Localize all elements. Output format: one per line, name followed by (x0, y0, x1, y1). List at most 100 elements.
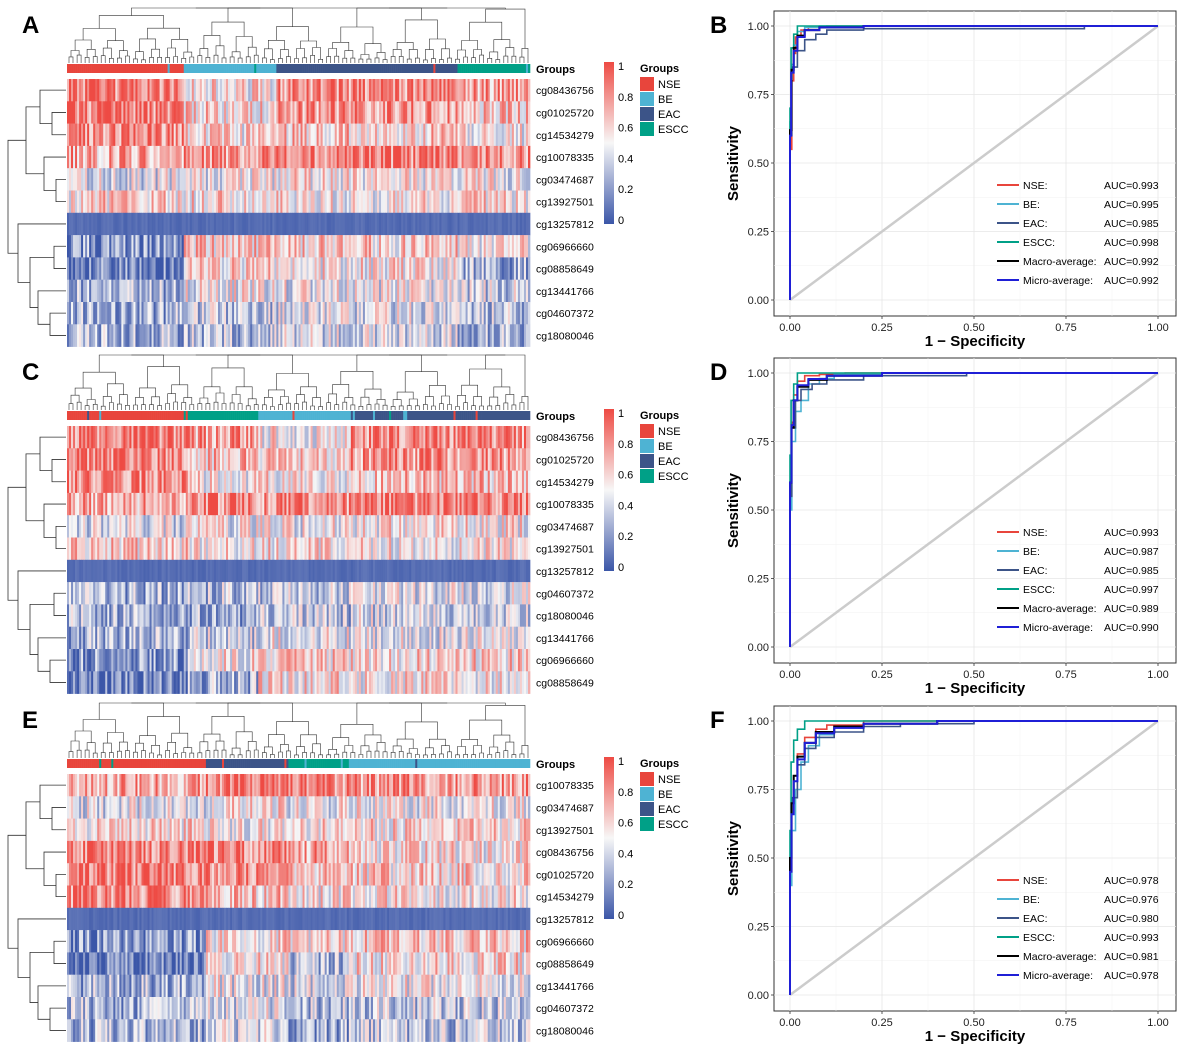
x-tick-label: 1.00 (1147, 669, 1168, 681)
groups-legend-title: Groups (640, 410, 679, 422)
roc-legend-auc: AUC=0.993 (1104, 527, 1159, 539)
row-label-cg18080046: cg18080046 (536, 330, 594, 342)
row-label-cg01025720: cg01025720 (536, 869, 594, 881)
roc-legend-auc: AUC=0.998 (1104, 237, 1159, 249)
color-scale-tick: 0.4 (618, 153, 633, 165)
row-label-cg08436756: cg08436756 (536, 85, 594, 97)
groups-legend-swatch-ESCC (640, 122, 654, 136)
row-label-cg03474687: cg03474687 (536, 521, 594, 533)
roc-legend: NSE: AUC=0.993 BE: AUC=0.987 EAC: AUC=0.985 ES… (997, 527, 1159, 634)
y-tick-label: 0.50 (748, 505, 769, 517)
row-dendrogram (7, 436, 66, 683)
y-tick-label: 0.50 (748, 158, 769, 170)
groups-legend-swatch-ESCC (640, 817, 654, 831)
groups-legend-label-EAC: EAC (658, 456, 681, 468)
groups-legend-label-EAC: EAC (658, 109, 681, 121)
x-tick-label: 0.50 (963, 1017, 984, 1029)
heatmap-panel-A: A Groups cg08436756 cg01025720 cg14534279 cg1… (7, 7, 689, 347)
chance-diagonal (789, 371, 1159, 649)
row-label-cg13927501: cg13927501 (536, 544, 594, 556)
y-tick-label: 1.00 (748, 21, 769, 33)
row-label-cg03474687: cg03474687 (536, 802, 594, 814)
roc-panel-D: D 0.00 0.25 0.50 0.75 1.00 0.00 0.25 0.50 0.75 1.0… (710, 357, 1177, 697)
color-scale-tick: 0.8 (618, 439, 633, 451)
panel-letter-A: A (22, 12, 39, 39)
row-label-cg13441766: cg13441766 (536, 286, 594, 298)
panel-letter-B: B (710, 12, 727, 39)
row-label-cg08858649: cg08858649 (536, 677, 594, 689)
color-scale-tick: 0.8 (618, 92, 633, 104)
column-dendrogram (68, 354, 529, 410)
axis-ticks: 0.00 0.25 0.50 0.75 1.00 0.00 0.25 0.50 0.75 1.00 (748, 368, 1169, 681)
roc-legend-name: BE: (1023, 894, 1040, 906)
color-scale-tick: 0 (618, 910, 624, 922)
color-scale-tick: 0.2 (618, 531, 633, 543)
roc-legend-name: ESCC: (1023, 932, 1055, 944)
y-tick-label: 0.00 (748, 990, 769, 1002)
x-tick-label: 0.25 (871, 322, 892, 334)
chance-diagonal (789, 24, 1159, 302)
groups-legend: Groups NSE BE EAC ESCC (640, 63, 689, 136)
roc-legend-name: NSE: (1023, 527, 1048, 539)
color-scale-bar (604, 757, 614, 919)
column-dendrogram (68, 7, 529, 63)
row-label-cg13257812: cg13257812 (536, 914, 594, 926)
color-scale-tick: 0 (618, 562, 624, 574)
color-scale-tick: 0.6 (618, 470, 633, 482)
color-scale-tick: 0.4 (618, 500, 633, 512)
row-label-cg06966660: cg06966660 (536, 936, 594, 948)
roc-curve-microaverage (789, 25, 1158, 300)
roc-legend: NSE: AUC=0.993 BE: AUC=0.995 EAC: AUC=0.985 ES… (997, 180, 1159, 287)
groups-legend-swatch-BE (640, 787, 654, 801)
group-annotation-bar (67, 64, 531, 73)
row-label-cg14534279: cg14534279 (536, 892, 594, 904)
roc-curve-microaverage (789, 720, 1158, 995)
roc-legend-auc: AUC=0.993 (1104, 180, 1159, 192)
roc-legend-name: Macro-average: (1023, 256, 1097, 268)
heatmap-cells (67, 79, 531, 347)
roc-legend-auc: AUC=0.992 (1104, 275, 1159, 287)
row-dendrogram (7, 89, 66, 336)
roc-legend-auc: AUC=0.990 (1104, 622, 1159, 634)
roc-legend-auc: AUC=0.987 (1104, 546, 1159, 558)
y-tick-label: 1.00 (748, 716, 769, 728)
x-tick-label: 0.75 (1055, 1017, 1076, 1029)
row-dendrogram (7, 784, 66, 1031)
y-tick-label: 0.25 (748, 227, 769, 239)
x-tick-label: 0.25 (871, 669, 892, 681)
groups-legend-label-ESCC: ESCC (658, 471, 689, 483)
row-label-cg04607372: cg04607372 (536, 308, 594, 320)
row-label-cg01025720: cg01025720 (536, 108, 594, 120)
panel-letter-E: E (22, 707, 38, 734)
groups-legend-title: Groups (640, 63, 679, 75)
color-scale-tick: 0.2 (618, 184, 633, 196)
row-label-cg14534279: cg14534279 (536, 130, 594, 142)
color-scale-tick: 0.4 (618, 848, 633, 860)
roc-legend-auc: AUC=0.976 (1104, 894, 1159, 906)
x-tick-label: 0.00 (779, 322, 800, 334)
row-label-cg08436756: cg08436756 (536, 847, 594, 859)
roc-legend-auc: AUC=0.985 (1104, 565, 1159, 577)
roc-legend-auc: AUC=0.992 (1104, 256, 1159, 268)
heatmap-cells (67, 426, 531, 694)
y-tick-label: 0.00 (748, 295, 769, 307)
axis-ticks: 0.00 0.25 0.50 0.75 1.00 0.00 0.25 0.50 0.75 1.00 (748, 716, 1169, 1029)
groups-row-label: Groups (536, 759, 575, 771)
x-tick-label: 0.50 (963, 322, 984, 334)
color-scale-tick: 1 (618, 408, 624, 420)
column-dendrogram (68, 702, 529, 758)
roc-legend-auc: AUC=0.978 (1104, 970, 1159, 982)
color-scale-bar (604, 409, 614, 571)
x-tick-label: 0.50 (963, 669, 984, 681)
roc-legend-auc: AUC=0.980 (1104, 913, 1159, 925)
roc-legend-name: ESCC: (1023, 584, 1055, 596)
row-label-cg06966660: cg06966660 (536, 241, 594, 253)
group-annotation-bar (67, 759, 531, 768)
x-axis-title: 1 − Specificity (925, 1028, 1026, 1045)
row-label-cg04607372: cg04607372 (536, 588, 594, 600)
roc-legend-name: Micro-average: (1023, 622, 1093, 634)
row-label-cg04607372: cg04607372 (536, 1003, 594, 1015)
groups-row-label: Groups (536, 411, 575, 423)
x-tick-label: 1.00 (1147, 322, 1168, 334)
